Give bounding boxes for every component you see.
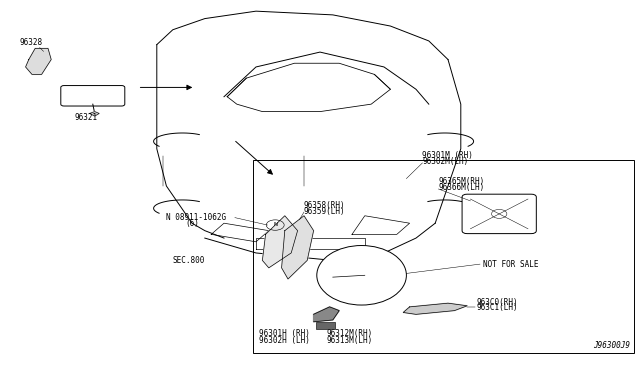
Bar [316,322,335,329]
Text: SEC.800: SEC.800 [173,256,205,265]
Text: 96313M(LH): 96313M(LH) [326,336,372,345]
Text: 96312M(RH): 96312M(RH) [326,329,372,338]
Text: 963C1(LH): 963C1(LH) [477,304,518,312]
Text: N 08911-1062G: N 08911-1062G [166,213,227,222]
Polygon shape [282,216,314,279]
Text: 96301H (RH): 96301H (RH) [259,329,310,338]
Text: 963C0(RH): 963C0(RH) [477,298,518,307]
Text: J96300J9: J96300J9 [593,341,630,350]
Text: 96328: 96328 [19,38,42,46]
Polygon shape [26,48,51,74]
Polygon shape [90,112,99,116]
Text: NOT FOR SALE: NOT FOR SALE [483,260,539,269]
Text: 96321: 96321 [75,113,98,122]
Text: 96366M(LH): 96366M(LH) [438,183,484,192]
FancyBboxPatch shape [61,86,125,106]
Text: 96302H (LH): 96302H (LH) [259,336,310,345]
Text: 96359(LH): 96359(LH) [304,207,346,216]
Text: 96302M(LH): 96302M(LH) [422,157,468,166]
Text: 96358(RH): 96358(RH) [304,201,346,210]
Text: 96301M (RH): 96301M (RH) [422,151,473,160]
Bar [253,160,634,353]
Polygon shape [262,216,298,268]
FancyBboxPatch shape [462,194,536,234]
Polygon shape [314,307,339,322]
Text: (6): (6) [186,219,200,228]
Ellipse shape [317,246,406,305]
Text: 96365M(RH): 96365M(RH) [438,177,484,186]
Text: N: N [273,222,277,227]
Polygon shape [403,303,467,314]
